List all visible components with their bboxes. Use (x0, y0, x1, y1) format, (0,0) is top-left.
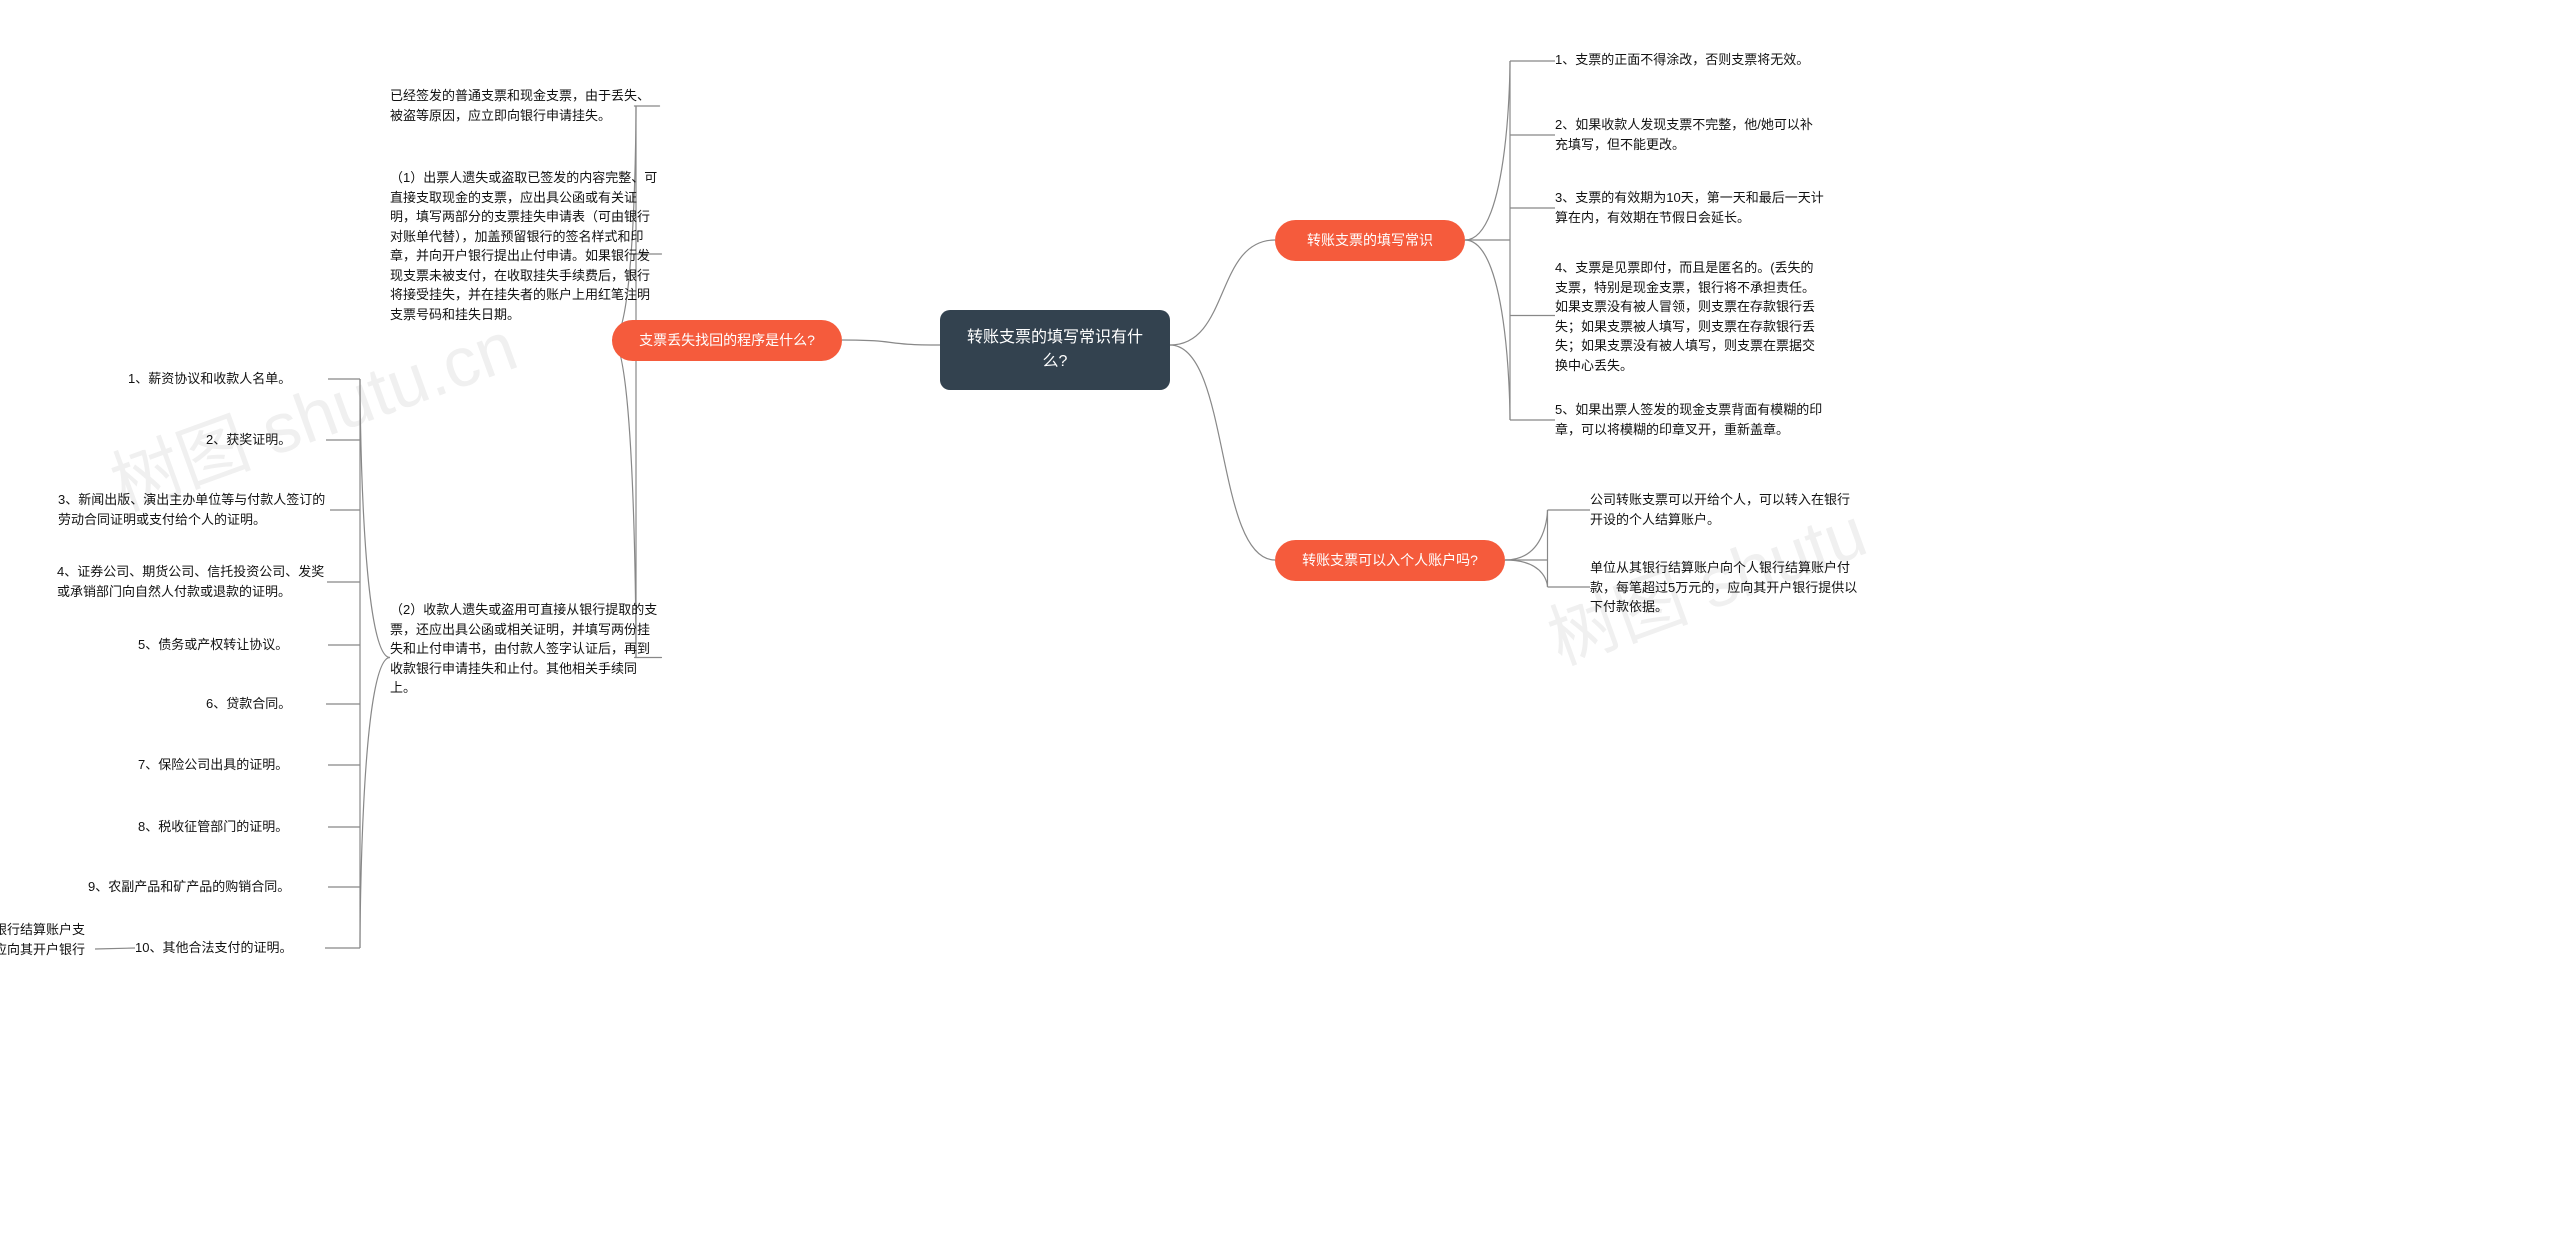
leaf-2-2-6: 7、保险公司出具的证明。 (138, 755, 328, 775)
branch-2[interactable]: 支票丢失找回的程序是什么? (612, 320, 842, 361)
connector (360, 379, 390, 658)
leaf-0-4: 5、如果出票人签发的现金支票背面有模糊的印章，可以将模糊的印章叉开，重新盖章。 (1555, 400, 1825, 439)
leaf-2-2-2: 3、新闻出版、演出主办单位等与付款人签订的劳动合同证明或支付给个人的证明。 (58, 490, 328, 529)
leaf-0-1: 2、如果收款人发现支票不完整，他/她可以补充填写，但不能更改。 (1555, 115, 1825, 154)
connector (1465, 61, 1510, 240)
leaf-2-0: 已经签发的普通支票和现金支票，由于丢失、被盗等原因，应立即向银行申请挂失。 (390, 86, 658, 125)
leaf-2-2-0: 1、薪资协议和收款人名单。 (128, 369, 328, 389)
connector (95, 948, 135, 949)
leaf-1-1: 单位从其银行结算账户向个人银行结算账户付款，每笔超过5万元的，应向其开户银行提供… (1590, 558, 1860, 617)
leaf-2-1: （1）出票人遗失或盗取已签发的内容完整、可直接支取现金的支票，应出具公函或有关证… (390, 168, 660, 324)
leaf-0-3: 4、支票是见票即付，而且是匿名的。(丢失的支票，特别是现金支票，银行将不承担责任… (1555, 258, 1825, 375)
leaf-1-0: 公司转账支票可以开给个人，可以转入在银行开设的个人结算账户。 (1590, 490, 1860, 529)
root-node[interactable]: 转账支票的填写常识有什 么? (940, 310, 1170, 390)
connector (1170, 240, 1275, 345)
connector (1465, 240, 1510, 420)
leaf-0-2: 3、支票的有效期为10天，第一天和最后一天计算在内，有效期在节假日会延长。 (1555, 188, 1825, 227)
connector (842, 340, 940, 345)
connector (1170, 345, 1275, 560)
leaf-2-2-1: 2、获奖证明。 (206, 430, 326, 450)
leaf-2-2: （2）收款人遗失或盗用可直接从银行提取的支票，还应出具公函或相关证明，并填写两份… (390, 600, 660, 698)
leaf-2-2-4: 5、债务或产权转让协议。 (138, 635, 328, 655)
connector (360, 658, 390, 949)
connector (1505, 560, 1548, 587)
leaf-0-0: 1、支票的正面不得涂改，否则支票将无效。 (1555, 50, 1825, 70)
leaf-deep-0: 单位的银行结算账户向个人的银行结算账户支付税款的，扣缴单位在支付时应向其开户银行… (0, 920, 95, 979)
branch-0[interactable]: 转账支票的填写常识 (1275, 220, 1465, 261)
branch-1[interactable]: 转账支票可以入个人账户吗? (1275, 540, 1505, 581)
leaf-2-2-7: 8、税收征管部门的证明。 (138, 817, 328, 837)
leaf-2-2-9: 10、其他合法支付的证明。 (135, 938, 325, 958)
leaf-2-2-3: 4、证券公司、期货公司、信托投资公司、发奖或承销部门向自然人付款或退款的证明。 (57, 562, 327, 601)
connector (1505, 510, 1548, 560)
leaf-2-2-8: 9、农副产品和矿产品的购销合同。 (88, 877, 328, 897)
leaf-2-2-5: 6、贷款合同。 (206, 694, 326, 714)
